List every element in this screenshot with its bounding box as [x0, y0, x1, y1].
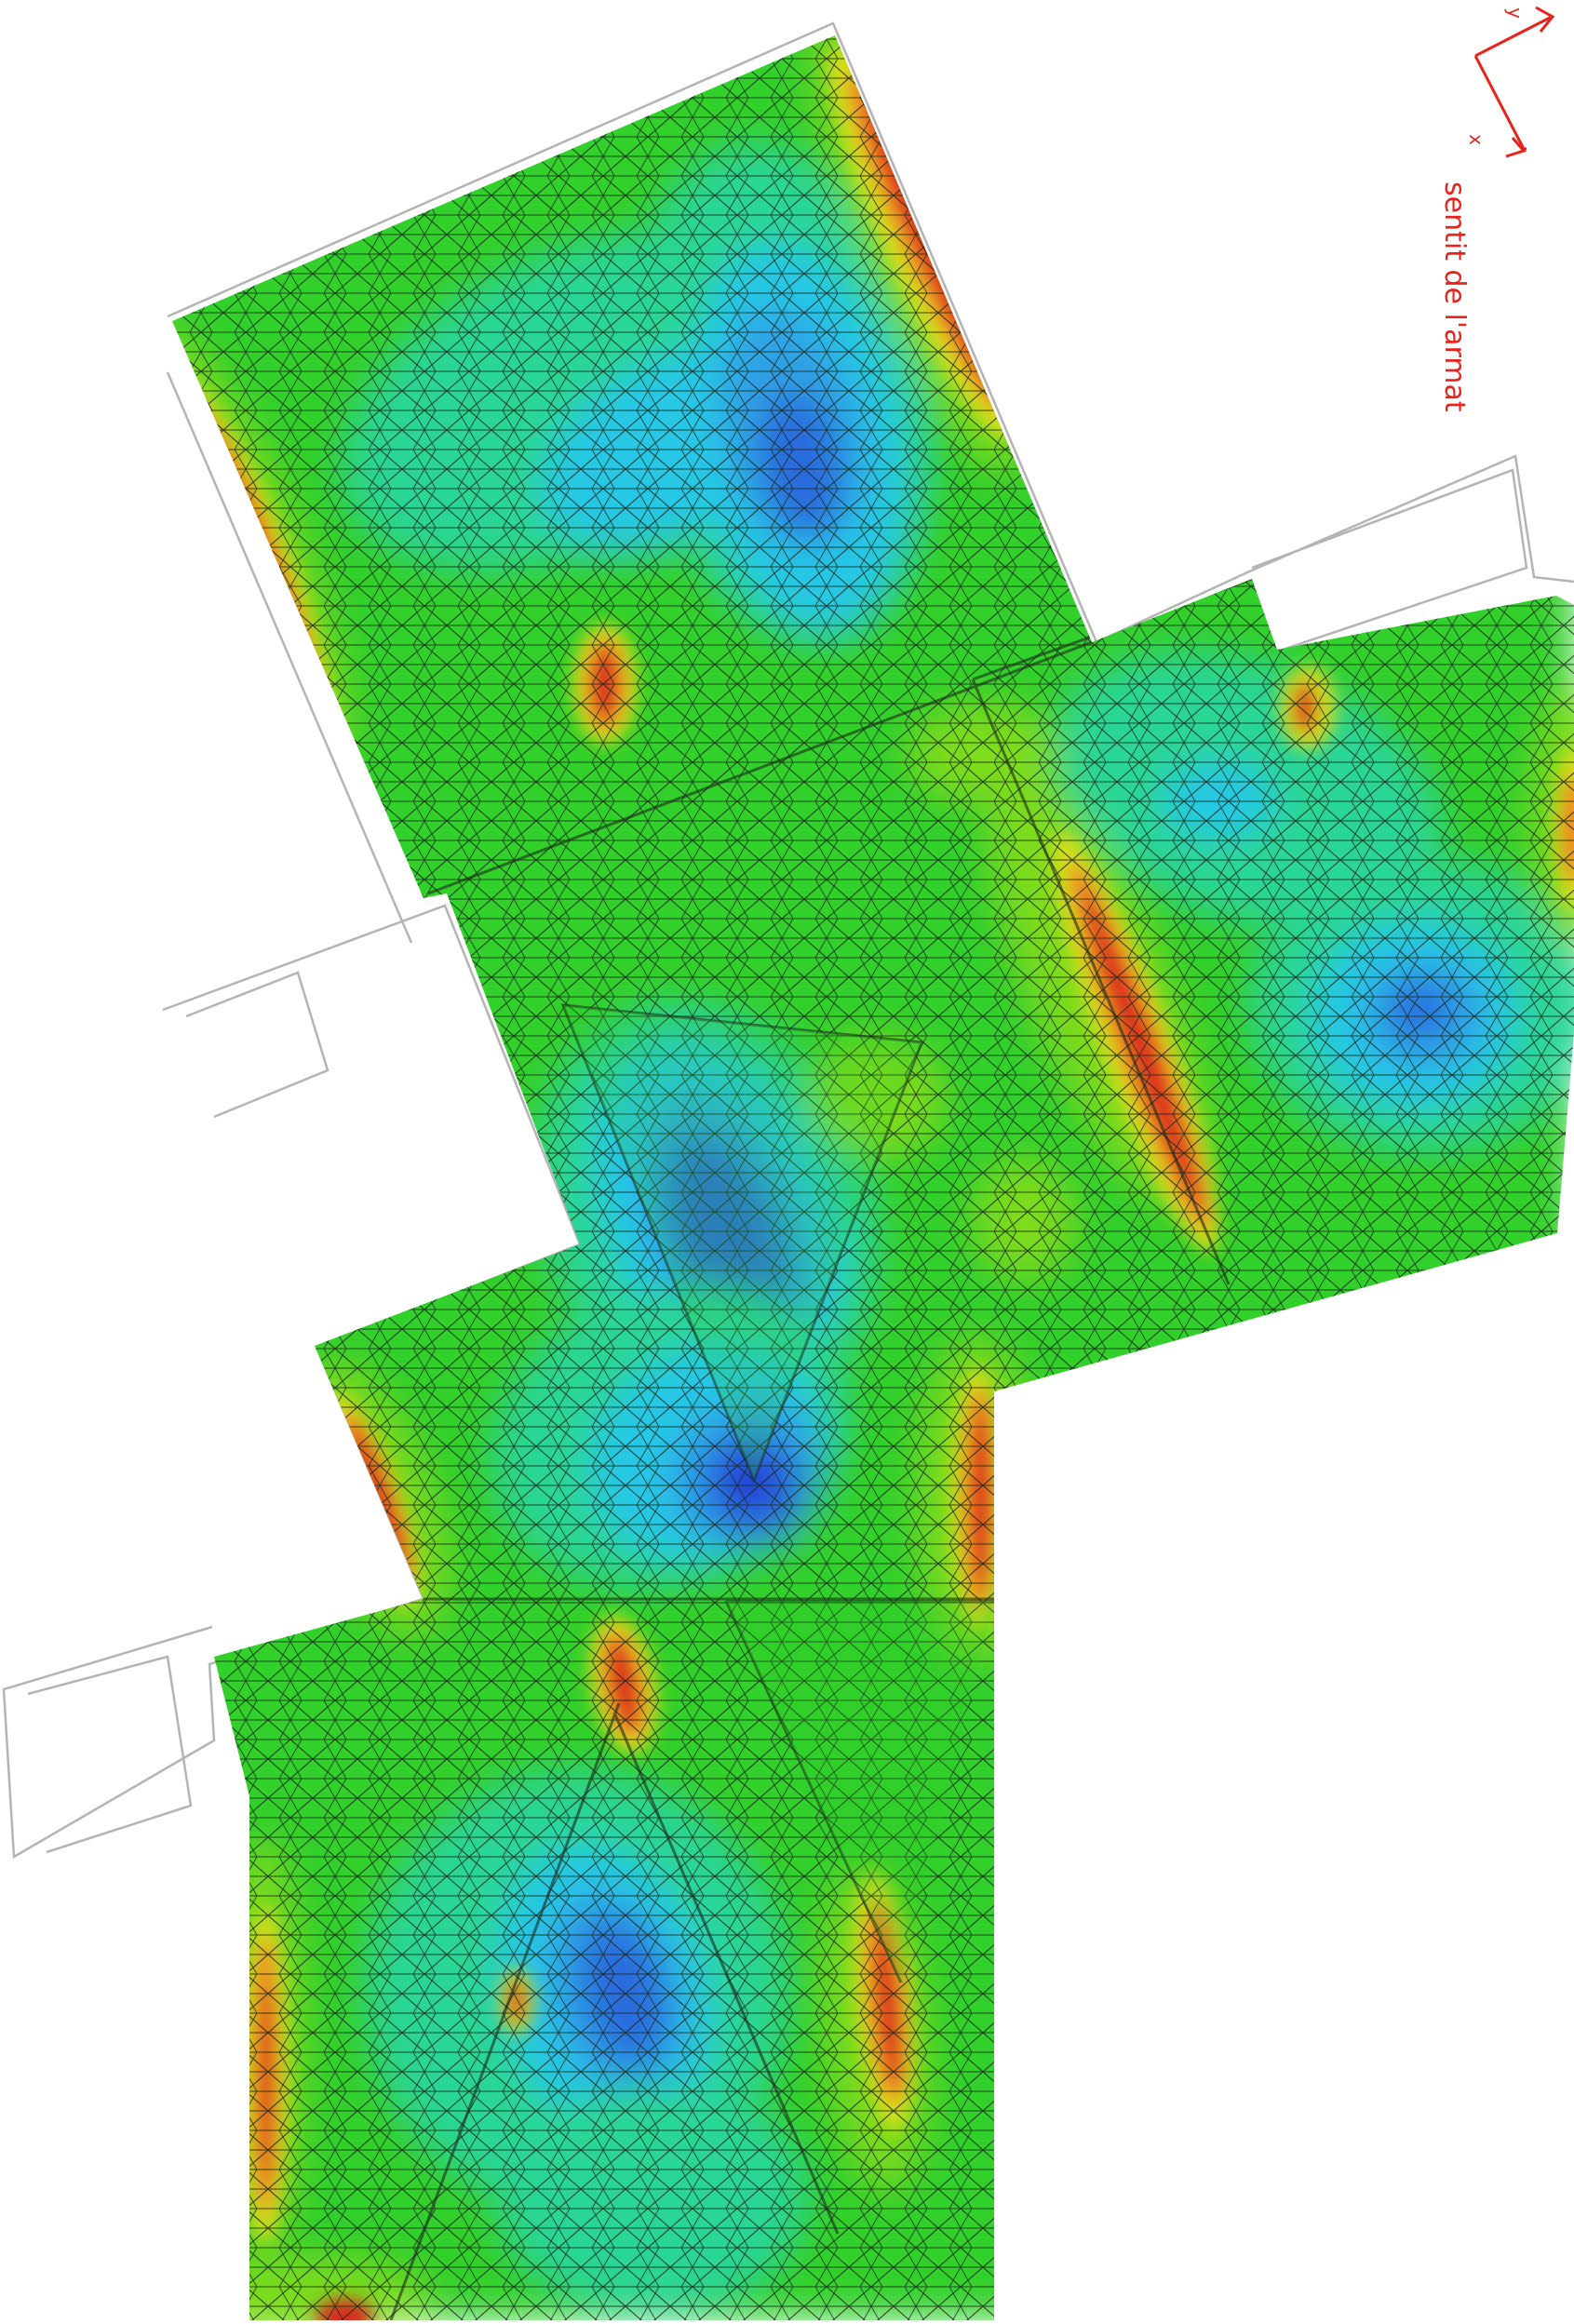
- reinforcement-direction-label: sentit de l'armat: [1438, 181, 1471, 412]
- axis-x-arrowhead: [1505, 137, 1527, 158]
- axis-y-arrow: [1474, 15, 1553, 58]
- outline-segment: [185, 971, 330, 1119]
- axis-y-arrowhead: [1535, 6, 1555, 33]
- outline-segment: [166, 371, 413, 944]
- panel-seam: [971, 678, 1231, 1285]
- axis-x-label: x: [1464, 134, 1487, 145]
- panel-seam: [560, 1003, 924, 1484]
- overlay-panel: [563, 1005, 922, 1480]
- overlay-panel: [726, 1601, 994, 1982]
- panel-seam: [389, 1702, 621, 2320]
- panel-seam: [427, 640, 1093, 895]
- outline-segment: [27, 1655, 193, 1854]
- panel-seam: [612, 1712, 840, 2235]
- axis-indicator: [1473, 6, 1555, 158]
- outline-segment: [167, 21, 1574, 644]
- outline-segment: [1251, 468, 1528, 653]
- panel-seam: [724, 1600, 903, 1983]
- axis-y-label: y: [1503, 7, 1527, 19]
